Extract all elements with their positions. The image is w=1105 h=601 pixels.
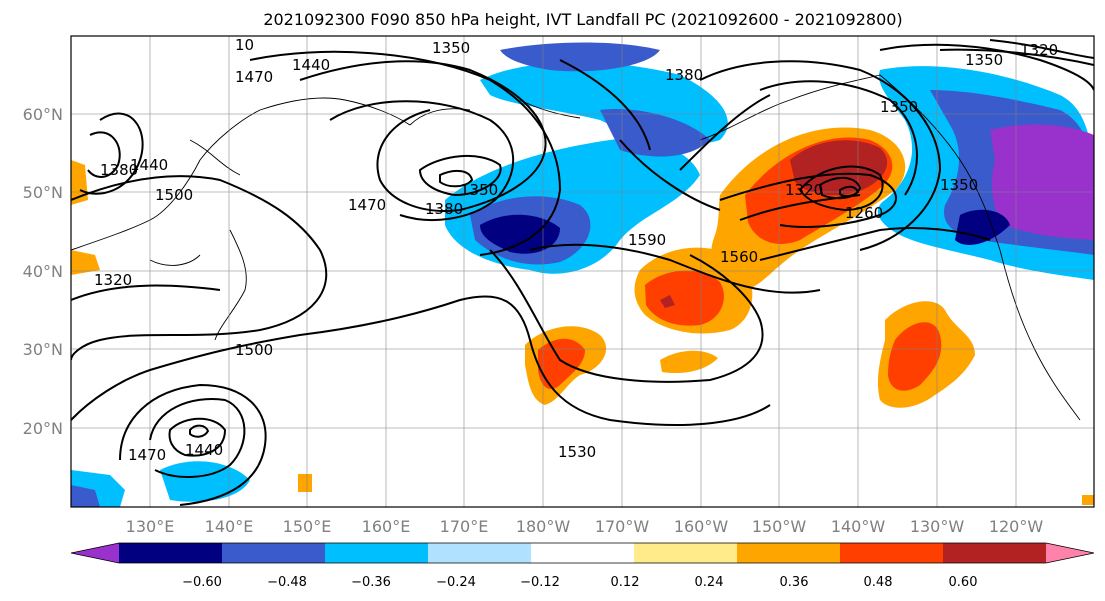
contour-label: 1440 (130, 156, 168, 174)
lon-label: 170°W (595, 517, 650, 536)
colorbar-tick-label: 0.24 (695, 575, 724, 590)
colorbar-cell (71, 543, 119, 563)
lon-label: 140°E (205, 517, 254, 536)
colorbar-cell (737, 543, 841, 563)
colorbar-outline (70, 542, 1095, 564)
colorbar: −0.60 −0.48 −0.36 −0.24 −0.12 0.12 0.24 … (70, 542, 1095, 590)
lat-label: 30°N (23, 340, 63, 359)
lon-label: 130°E (126, 517, 175, 536)
map-area: 1350 1320 1440 1470 1380 1350 1350 1380 … (70, 35, 1095, 508)
contour-label: 1380 (100, 161, 138, 179)
contour-label: 1350 (432, 39, 470, 57)
lon-label: 140°W (831, 517, 886, 536)
lon-labels: 130°E 140°E 150°E 160°E 170°E 180°W 170°… (126, 517, 1044, 536)
colorbar-cell (840, 543, 944, 563)
coastlines (71, 74, 1081, 421)
colorbar-cell (119, 543, 223, 563)
lon-label: 160°W (674, 517, 729, 536)
lon-label: 170°E (440, 517, 489, 536)
colorbar-tick-label: −0.36 (351, 575, 391, 590)
colorbar-cell (1046, 543, 1094, 563)
contour-label: 1350 (965, 51, 1003, 69)
map-title: 2021092300 F090 850 hPa height, IVT Land… (263, 10, 902, 29)
contour-label: 1320 (94, 271, 132, 289)
contour-label: 1320 (1020, 41, 1058, 59)
contour-label: 1380 (665, 66, 703, 84)
colorbar-cell (325, 543, 429, 563)
colorbar-cell (634, 543, 738, 563)
height-contours (71, 39, 1094, 506)
lon-label: 150°E (283, 517, 332, 536)
contour-label: 1470 (235, 68, 273, 86)
contour-label: 1590 (628, 231, 666, 249)
contour-label: 1350 (880, 98, 918, 116)
contour-label: 1320 (785, 181, 823, 199)
contour-label: 1440 (292, 56, 330, 74)
lon-label: 130°W (910, 517, 965, 536)
lat-labels: 60°N 50°N 40°N 30°N 20°N (23, 105, 63, 438)
colorbar-cell (222, 543, 326, 563)
lon-label: 150°W (752, 517, 807, 536)
contour-label: 1500 (155, 186, 193, 204)
contour-label: 1350 (940, 176, 978, 194)
contour-label: 1470 (348, 196, 386, 214)
contour-label: 1380 (425, 200, 463, 218)
colorbar-cell (531, 543, 635, 563)
lat-label: 20°N (23, 419, 63, 438)
colorbar-tick-label: −0.24 (436, 575, 476, 590)
colorbar-tick-label: −0.60 (182, 575, 222, 590)
lat-label: 50°N (23, 183, 63, 202)
lat-label: 40°N (23, 262, 63, 281)
contour-label: 1470 (128, 446, 166, 464)
contour-label: 1560 (720, 248, 758, 266)
colorbar-labels: −0.60 −0.48 −0.36 −0.24 −0.12 0.12 0.24 … (182, 575, 977, 590)
lat-label: 60°N (23, 105, 63, 124)
gridlines (71, 36, 1094, 507)
shaded-fields (71, 42, 1094, 507)
contour-label: 10 (235, 36, 254, 54)
contour-label: 1500 (235, 341, 273, 359)
colorbar-cell (943, 543, 1047, 563)
contour-labels: 1350 1320 1440 1470 1380 1350 1350 1380 … (94, 36, 1058, 464)
contour-label: 1530 (558, 443, 596, 461)
colorbar-tick-label: 0.60 (949, 575, 978, 590)
lon-label: 180°W (516, 517, 571, 536)
colorbar-tick-label: −0.48 (267, 575, 307, 590)
colorbar-tick-label: 0.48 (864, 575, 893, 590)
contour-label: 1260 (845, 204, 883, 222)
colorbar-tick-label: 0.12 (611, 575, 640, 590)
lon-label: 120°W (989, 517, 1044, 536)
lon-label: 160°E (362, 517, 411, 536)
colorbar-tick-label: 0.36 (780, 575, 809, 590)
colorbar-tick-label: −0.12 (520, 575, 560, 590)
contour-label: 1440 (185, 441, 223, 459)
contour-label: 1350 (460, 181, 498, 199)
colorbar-cell (428, 543, 532, 563)
colorbar-cells (70, 542, 1095, 564)
